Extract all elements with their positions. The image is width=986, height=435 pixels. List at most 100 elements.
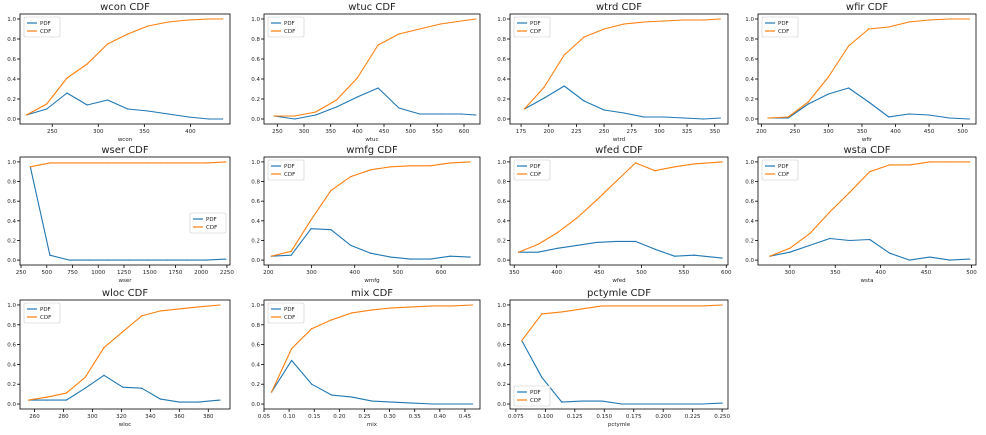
legend-label-cdf: CDF (40, 315, 51, 321)
data-point-cdf (908, 21, 910, 23)
x-tick-label: 250 (47, 129, 58, 135)
x-tick-label: 340 (145, 414, 156, 420)
y-tick-label: 1.0 (251, 160, 260, 166)
x-tick-label: 300 (823, 129, 834, 135)
legend: PDF CDF (189, 212, 227, 234)
x-tick-label: 250 (599, 129, 610, 135)
x-tick-label: 400 (890, 129, 901, 135)
x-axis-label: wloc (119, 422, 131, 428)
subplot-9: mix CDF 0.0 0.2 0.4 0.6 0.8 1.0 0.05 0.10 0.15 0.2… (251, 288, 481, 428)
chart-title: pctymle CDF (587, 288, 651, 299)
x-tick-label: 250 (272, 129, 283, 135)
data-point-pdf (351, 396, 353, 398)
series-line-pdf (26, 92, 223, 120)
chart-title: wtrd CDF (596, 2, 642, 13)
x-tick-label: 1750 (168, 270, 182, 276)
data-point-cdf (187, 19, 190, 21)
data-point-cdf (968, 18, 970, 20)
data-point-cdf (122, 331, 124, 333)
data-point-cdf (583, 36, 585, 38)
data-point-pdf (290, 254, 292, 256)
data-point-pdf (701, 403, 703, 405)
data-point-cdf (721, 161, 723, 163)
y-tick-label: 0.2 (251, 382, 260, 388)
series-line-pdf (28, 374, 220, 403)
x-tick-label: 350 (509, 270, 520, 276)
legend-label-cdf: CDF (530, 29, 541, 35)
x-tick-label: 0.20 (333, 414, 346, 420)
legend: PDF CDF (513, 159, 551, 181)
x-tick-label: 400 (185, 129, 196, 135)
x-tick-label: 200 (543, 129, 554, 135)
data-point-cdf (147, 25, 149, 27)
data-point-pdf (186, 259, 188, 261)
data-point-cdf (107, 162, 110, 164)
x-tick-label: 350 (830, 270, 841, 276)
subplot-2: wtrd CDF 0.0 0.2 0.4 0.6 0.8 1.0 175 200 225 250 27… (497, 2, 729, 143)
data-point-pdf (310, 228, 312, 230)
data-point-cdf (521, 340, 523, 342)
x-tick-label: 300 (299, 129, 310, 135)
legend-label-cdf: CDF (284, 172, 295, 178)
x-tick-label: 500 (42, 270, 53, 276)
y-tick-label: 0.4 (251, 219, 260, 225)
data-point-cdf (693, 163, 695, 165)
data-point-pdf (331, 394, 333, 396)
y-tick-label: 1.0 (497, 160, 506, 166)
y-tick-label: 0.4 (251, 77, 260, 83)
series-line-pdf (769, 237, 970, 261)
legend: PDF CDF (761, 16, 799, 38)
x-tick-label: 0.05 (258, 414, 271, 420)
chart-title: wmfg CDF (346, 145, 398, 156)
data-point-cdf (561, 311, 563, 313)
data-point-cdf (643, 21, 645, 23)
data-point-pdf (583, 100, 585, 102)
axes-frame (263, 156, 481, 266)
y-tick-label: 0.6 (745, 199, 754, 205)
x-axis-label: wcon (118, 137, 133, 143)
data-point-cdf (330, 189, 332, 191)
data-point-pdf (623, 112, 625, 114)
data-point-pdf (469, 256, 471, 258)
y-tick-label: 0.2 (7, 382, 16, 388)
data-point-cdf (350, 176, 352, 178)
data-point-pdf (928, 114, 930, 116)
data-point-cdf (431, 305, 433, 307)
data-point-cdf (106, 43, 109, 45)
data-point-pdf (315, 114, 317, 116)
y-tick-label: 0.8 (251, 180, 260, 186)
data-point-cdf (681, 305, 683, 307)
axes-frame (19, 299, 231, 410)
data-point-cdf (205, 162, 207, 164)
legend-label-pdf: PDF (284, 21, 295, 27)
y-tick-label: 0.4 (497, 362, 506, 368)
data-point-cdf (127, 33, 129, 35)
data-point-cdf (683, 19, 685, 21)
y-tick-label: 1.0 (745, 160, 754, 166)
y-tick-label: 0.0 (745, 258, 754, 264)
x-tick-label: 0.35 (409, 414, 422, 420)
x-tick-label: 225 (571, 129, 582, 135)
data-point-cdf (673, 166, 676, 168)
data-point-pdf (398, 107, 400, 109)
series-line-pdf (518, 240, 723, 259)
data-point-pdf (595, 241, 598, 244)
x-tick-label: 2000 (194, 270, 208, 276)
data-point-pdf (641, 403, 643, 405)
axes-frame (19, 13, 231, 125)
legend-label-cdf: CDF (778, 29, 789, 35)
data-point-pdf (948, 117, 950, 119)
data-point-cdf (370, 169, 372, 171)
series-line-pdf (524, 85, 721, 120)
y-tick-label: 1.0 (7, 303, 16, 309)
legend-label-pdf: PDF (206, 217, 217, 223)
x-axis-label: wser (118, 278, 132, 284)
y-tick-label: 0.0 (251, 402, 260, 408)
y-tick-label: 0.4 (7, 77, 16, 83)
y-tick-label: 0.0 (745, 117, 754, 123)
legend-label-pdf: PDF (530, 164, 541, 170)
subplot-6: wfed CDF 0.0 0.2 0.4 0.6 0.8 1.0 350 400 450 500 55… (497, 145, 732, 284)
x-tick-label: 450 (379, 129, 390, 135)
y-tick-label: 1.0 (251, 303, 260, 309)
